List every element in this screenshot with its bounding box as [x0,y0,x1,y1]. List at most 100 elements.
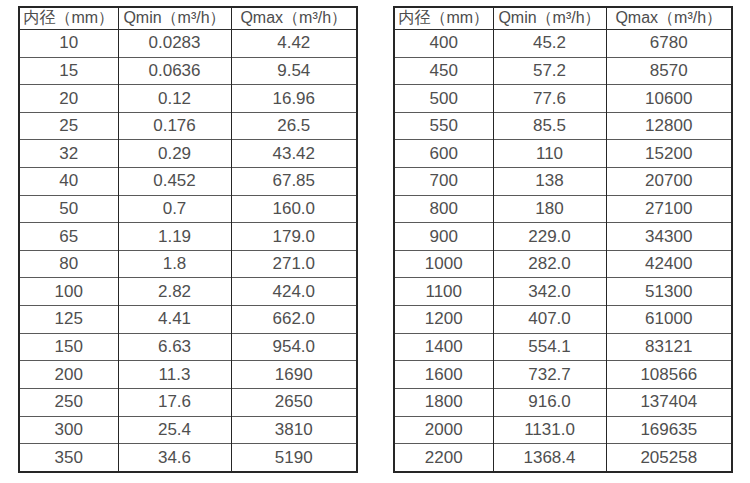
table-cell: 400 [394,30,493,58]
table-row: 1100342.051300 [394,278,732,306]
table-cell: 500 [394,85,493,113]
table-cell: 77.6 [493,85,606,113]
table-cell: 4.42 [231,30,357,58]
table-cell: 180 [493,195,606,223]
table-cell: 900 [394,223,493,251]
table-row: 35034.65190 [19,444,357,472]
table-cell: 67.85 [231,168,357,196]
table-cell: 10 [19,30,118,58]
table-cell: 160.0 [231,195,357,223]
table-row: 651.19179.0 [19,223,357,251]
table-row: 250.17626.5 [19,112,357,140]
table-row: 500.7160.0 [19,195,357,223]
table-cell: 20 [19,85,118,113]
table-row: 25017.62650 [19,388,357,416]
table-body-right: 40045.2678045057.2857050077.61060055085.… [394,30,732,473]
table-row: 20001131.0169635 [394,416,732,444]
table-row: 1600732.7108566 [394,361,732,389]
table-cell: 83121 [606,333,732,361]
table-cell: 150 [19,333,118,361]
table-cell: 125 [19,306,118,334]
table-cell: 1000 [394,250,493,278]
table-cell: 450 [394,57,493,85]
table-cell: 20700 [606,168,732,196]
table-cell: 110 [493,140,606,168]
table-cell: 3810 [231,416,357,444]
table-cell: 916.0 [493,388,606,416]
table-cell: 15 [19,57,118,85]
table-row: 45057.28570 [394,57,732,85]
table-row: 50077.610600 [394,85,732,113]
table-cell: 0.29 [118,140,231,168]
table-cell: 0.7 [118,195,231,223]
table-cell: 600 [394,140,493,168]
table-cell: 17.6 [118,388,231,416]
table-row: 20011.31690 [19,361,357,389]
table-cell: 26.5 [231,112,357,140]
table-cell: 350 [19,444,118,472]
table-cell: 271.0 [231,250,357,278]
table-cell: 1368.4 [493,444,606,472]
table-row: 1506.63954.0 [19,333,357,361]
column-header-qmax: Qmax（m³/h） [606,7,732,30]
table-cell: 9.54 [231,57,357,85]
column-header-qmin: Qmin（m³/h） [493,7,606,30]
table-row: 1254.41662.0 [19,306,357,334]
table-row: 200.1216.96 [19,85,357,113]
table-cell: 200 [19,361,118,389]
table-row: 801.8271.0 [19,250,357,278]
table-cell: 1.8 [118,250,231,278]
table-row: 1800916.0137404 [394,388,732,416]
table-cell: 10600 [606,85,732,113]
table-row: 80018027100 [394,195,732,223]
table-cell: 732.7 [493,361,606,389]
table-cell: 34.6 [118,444,231,472]
table-cell: 1131.0 [493,416,606,444]
table-cell: 1400 [394,333,493,361]
table-cell: 300 [19,416,118,444]
table-cell: 179.0 [231,223,357,251]
table-cell: 2.82 [118,278,231,306]
flow-table-left: 内径（mm） Qmin（m³/h） Qmax（m³/h） 100.02834.4… [18,6,358,473]
table-cell: 11.3 [118,361,231,389]
flow-spec-page: 内径（mm） Qmin（m³/h） Qmax（m³/h） 100.02834.4… [0,0,750,483]
table-cell: 25.4 [118,416,231,444]
table-cell: 0.452 [118,168,231,196]
table-cell: 205258 [606,444,732,472]
table-cell: 342.0 [493,278,606,306]
table-cell: 1690 [231,361,357,389]
table-cell: 43.42 [231,140,357,168]
table-cell: 2000 [394,416,493,444]
table-cell: 40 [19,168,118,196]
table-cell: 32 [19,140,118,168]
table-cell: 6.63 [118,333,231,361]
table-cell: 8570 [606,57,732,85]
table-cell: 1800 [394,388,493,416]
table-cell: 42400 [606,250,732,278]
table-cell: 15200 [606,140,732,168]
table-cell: 57.2 [493,57,606,85]
table-cell: 0.0283 [118,30,231,58]
table-cell: 282.0 [493,250,606,278]
table-row: 40045.26780 [394,30,732,58]
table-body-left: 100.02834.42150.06369.54200.1216.96250.1… [19,30,357,473]
table-cell: 800 [394,195,493,223]
table-cell: 1600 [394,361,493,389]
table-row: 30025.43810 [19,416,357,444]
column-header-diameter: 内径（mm） [394,7,493,30]
table-cell: 137404 [606,388,732,416]
table-cell: 5190 [231,444,357,472]
table-cell: 85.5 [493,112,606,140]
table-cell: 4.41 [118,306,231,334]
table-row: 100.02834.42 [19,30,357,58]
table-row: 70013820700 [394,168,732,196]
header-row: 内径（mm） Qmin（m³/h） Qmax（m³/h） [394,7,732,30]
table-cell: 1100 [394,278,493,306]
table-row: 400.45267.85 [19,168,357,196]
table-cell: 12800 [606,112,732,140]
table-cell: 65 [19,223,118,251]
table-cell: 424.0 [231,278,357,306]
table-cell: 662.0 [231,306,357,334]
column-header-diameter: 内径（mm） [19,7,118,30]
flow-table-right: 内径（mm） Qmin（m³/h） Qmax（m³/h） 40045.26780… [393,6,733,473]
